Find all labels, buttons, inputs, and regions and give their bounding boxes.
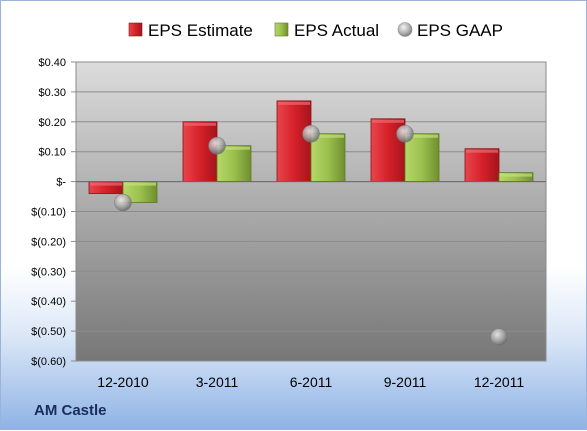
eps-gaap-marker	[490, 328, 508, 346]
bar-highlight	[372, 119, 404, 123]
x-tick-label: 6-2011	[290, 374, 333, 390]
bar-highlight	[184, 122, 216, 126]
eps-estimate-bar	[464, 148, 500, 183]
legend-gaap-swatch	[397, 22, 413, 37]
eps-gaap-marker	[114, 193, 132, 212]
bar-highlight	[312, 134, 344, 138]
x-tick-label: 12-2010	[97, 374, 149, 390]
bar-highlight	[218, 146, 250, 150]
bar-highlight	[278, 101, 310, 105]
legend: EPS Estimate EPS Actual EPS GAAP	[128, 21, 503, 40]
eps-actual-bar	[404, 133, 440, 182]
eps-estimate-bar	[276, 100, 312, 183]
y-tick-label: $(0.60)	[31, 356, 66, 368]
y-axis-ticks: $0.40 $0.30 $0.20 $0.10 $- $(0.10) $(0.20) $(0.…	[31, 57, 76, 368]
y-tick-label: $0.10	[38, 147, 66, 159]
legend-estimate-swatch	[128, 22, 143, 37]
bar-highlight	[406, 134, 438, 138]
gridlines	[76, 61, 546, 362]
x-tick-label: 3-2011	[196, 374, 239, 390]
bar-highlight	[500, 173, 532, 177]
y-tick-label: $-	[56, 177, 66, 189]
legend-label: EPS GAAP	[417, 21, 503, 40]
legend-actual-swatch	[274, 22, 289, 37]
company-name: AM Castle	[34, 402, 107, 419]
bar-highlight	[90, 182, 122, 186]
legend-label: EPS Estimate	[148, 21, 253, 40]
x-axis-ticks: 12-2010 3-2011 6-2011 9-2011 12-2011	[97, 374, 524, 390]
y-tick-label: $(0.10)	[31, 207, 66, 219]
eps-gaap-marker	[302, 124, 320, 143]
y-tick-label: $0.30	[38, 87, 66, 99]
y-tick-label: $(0.20)	[31, 236, 66, 248]
legend-label: EPS Actual	[294, 21, 379, 40]
eps-gaap-marker	[396, 124, 414, 143]
y-tick-label: $(0.30)	[31, 266, 66, 278]
bar-highlight	[466, 149, 498, 153]
eps-gaap-marker	[208, 136, 226, 155]
y-tick-label: $0.20	[38, 117, 66, 129]
y-tick-label: $(0.40)	[31, 296, 66, 308]
eps-actual-bar	[310, 133, 346, 182]
bar-highlight	[124, 182, 156, 186]
y-tick-label: $(0.50)	[31, 326, 66, 338]
x-tick-label: 9-2011	[384, 374, 427, 390]
y-tick-label: $0.40	[38, 57, 66, 69]
x-tick-label: 12-2011	[474, 374, 525, 390]
gaap-markers	[114, 124, 508, 346]
